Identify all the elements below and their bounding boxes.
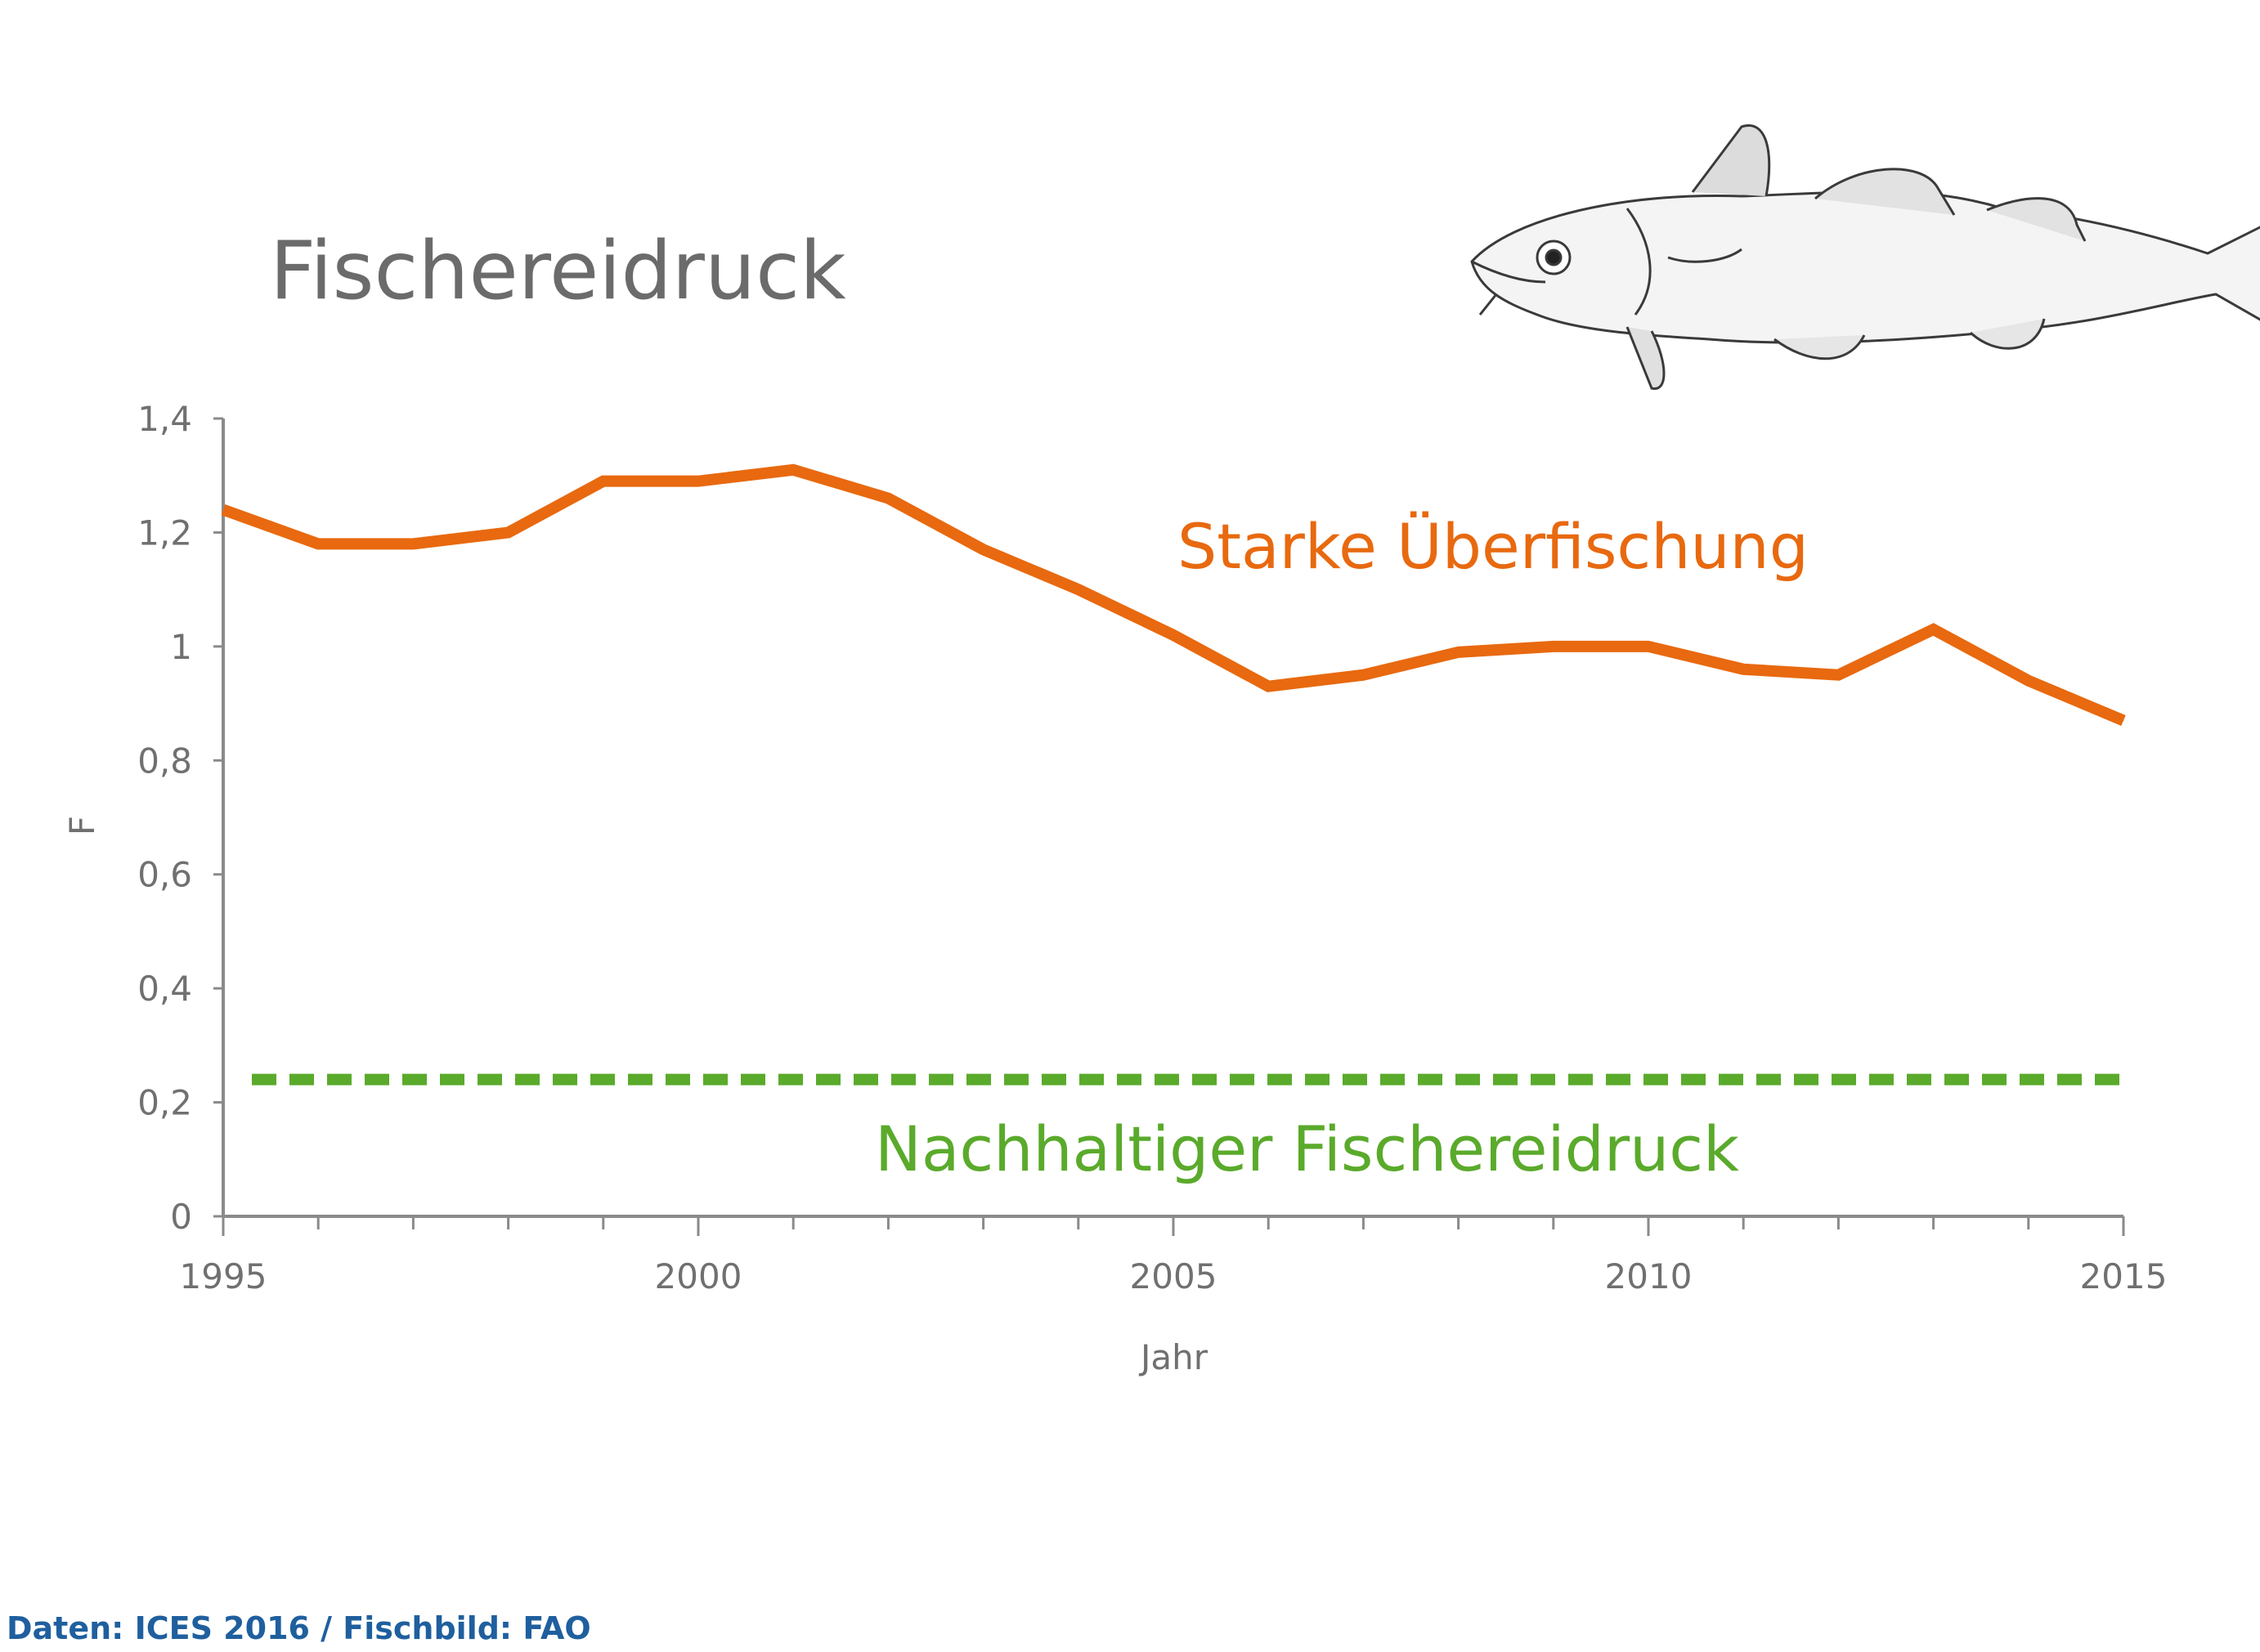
y-tick-label: 1,4 — [137, 399, 192, 439]
axes: 0 0,2 0,4 0,6 0,8 1 1,2 1,4 1995 2000 2005 2010 2015 — [137, 399, 2167, 1296]
source-note: Daten: ICES 2016 / Fischbild: FAO — [7, 1610, 591, 1646]
annotation-sustainable: Nachhaltiger Fischereidruck — [875, 1113, 1739, 1185]
data-point — [983, 548, 984, 550]
data-point — [1173, 634, 1174, 636]
y-tick-label: 0 — [170, 1197, 192, 1237]
series-layer — [221, 463, 2126, 726]
x-tick-label: 1995 — [180, 1256, 267, 1296]
y-tick-label: 1 — [170, 627, 192, 667]
y-tick-label: 1,2 — [137, 513, 192, 553]
data-point — [1648, 646, 1649, 647]
x-axis-title: Jahr — [1138, 1337, 1208, 1377]
y-tick-label: 0,4 — [137, 969, 192, 1009]
cod-fish-icon — [1470, 124, 2260, 390]
y-axis-title: F — [62, 816, 102, 835]
y-tick-label: 0,6 — [137, 855, 192, 895]
chart-title: Fischereidruck — [270, 225, 846, 318]
data-point — [1553, 646, 1554, 647]
data-point — [222, 509, 224, 511]
x-tick-label: 2010 — [1605, 1256, 1693, 1296]
x-tick-label: 2015 — [2080, 1256, 2168, 1296]
data-point — [1458, 651, 1460, 653]
main-series-line — [221, 463, 2126, 726]
data-point — [508, 531, 509, 533]
data-point — [2028, 680, 2029, 682]
y-tick-label: 0,2 — [137, 1083, 192, 1123]
data-point — [1362, 674, 1364, 676]
data-point — [887, 498, 889, 499]
y-tick-label: 0,8 — [137, 741, 192, 781]
data-point — [1837, 674, 1839, 676]
data-point — [2123, 719, 2124, 721]
x-tick-label: 2000 — [655, 1256, 742, 1296]
data-point — [1267, 686, 1269, 687]
data-point — [792, 469, 794, 471]
annotation-overfishing: Starke Überfischung — [1177, 510, 1809, 583]
x-tick-label: 2005 — [1130, 1256, 1217, 1296]
